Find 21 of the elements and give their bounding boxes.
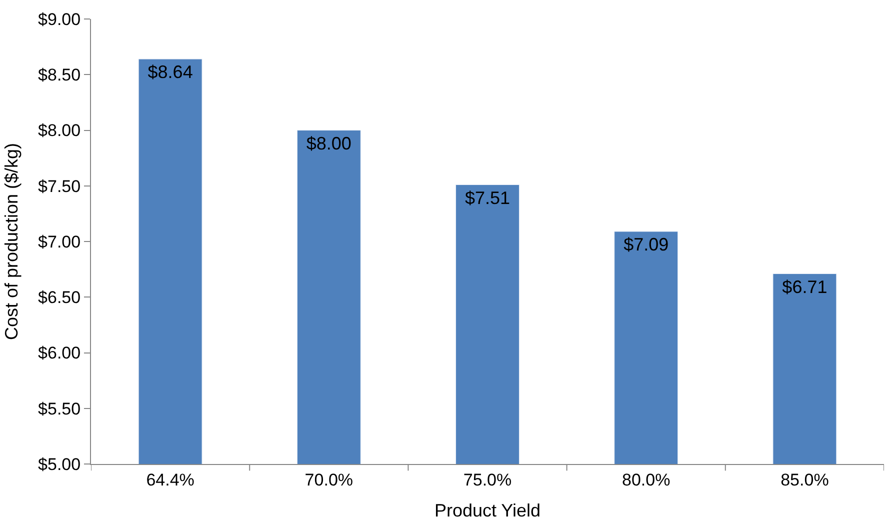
x-tick-label: 75.0% <box>463 470 512 490</box>
y-axis-title: Cost of production ($/kg) <box>1 142 22 340</box>
y-tick-label: $6.50 <box>38 288 81 308</box>
y-tick-label: $5.00 <box>38 454 81 474</box>
data-label: $7.51 <box>464 188 510 208</box>
x-tick-label: 70.0% <box>304 470 353 490</box>
y-tick-label: $7.00 <box>38 232 81 252</box>
data-label: $8.64 <box>148 62 193 82</box>
x-tick-label: 64.4% <box>146 470 194 490</box>
x-tick-label: 85.0% <box>780 470 829 490</box>
y-tick-label: $6.00 <box>38 344 81 363</box>
y-tick-label: $7.50 <box>38 176 81 196</box>
data-label: $8.00 <box>306 133 352 154</box>
y-tick-label: $9.00 <box>38 10 81 29</box>
y-tick-label: $5.50 <box>38 399 81 418</box>
data-label: $6.71 <box>782 276 828 297</box>
x-axis-title: Product Yield <box>434 500 541 520</box>
x-tick-label: 80.0% <box>622 470 670 490</box>
y-tick-label: $8.00 <box>38 121 81 140</box>
data-label: $7.09 <box>624 234 669 254</box>
y-tick-label: $8.50 <box>38 66 81 85</box>
